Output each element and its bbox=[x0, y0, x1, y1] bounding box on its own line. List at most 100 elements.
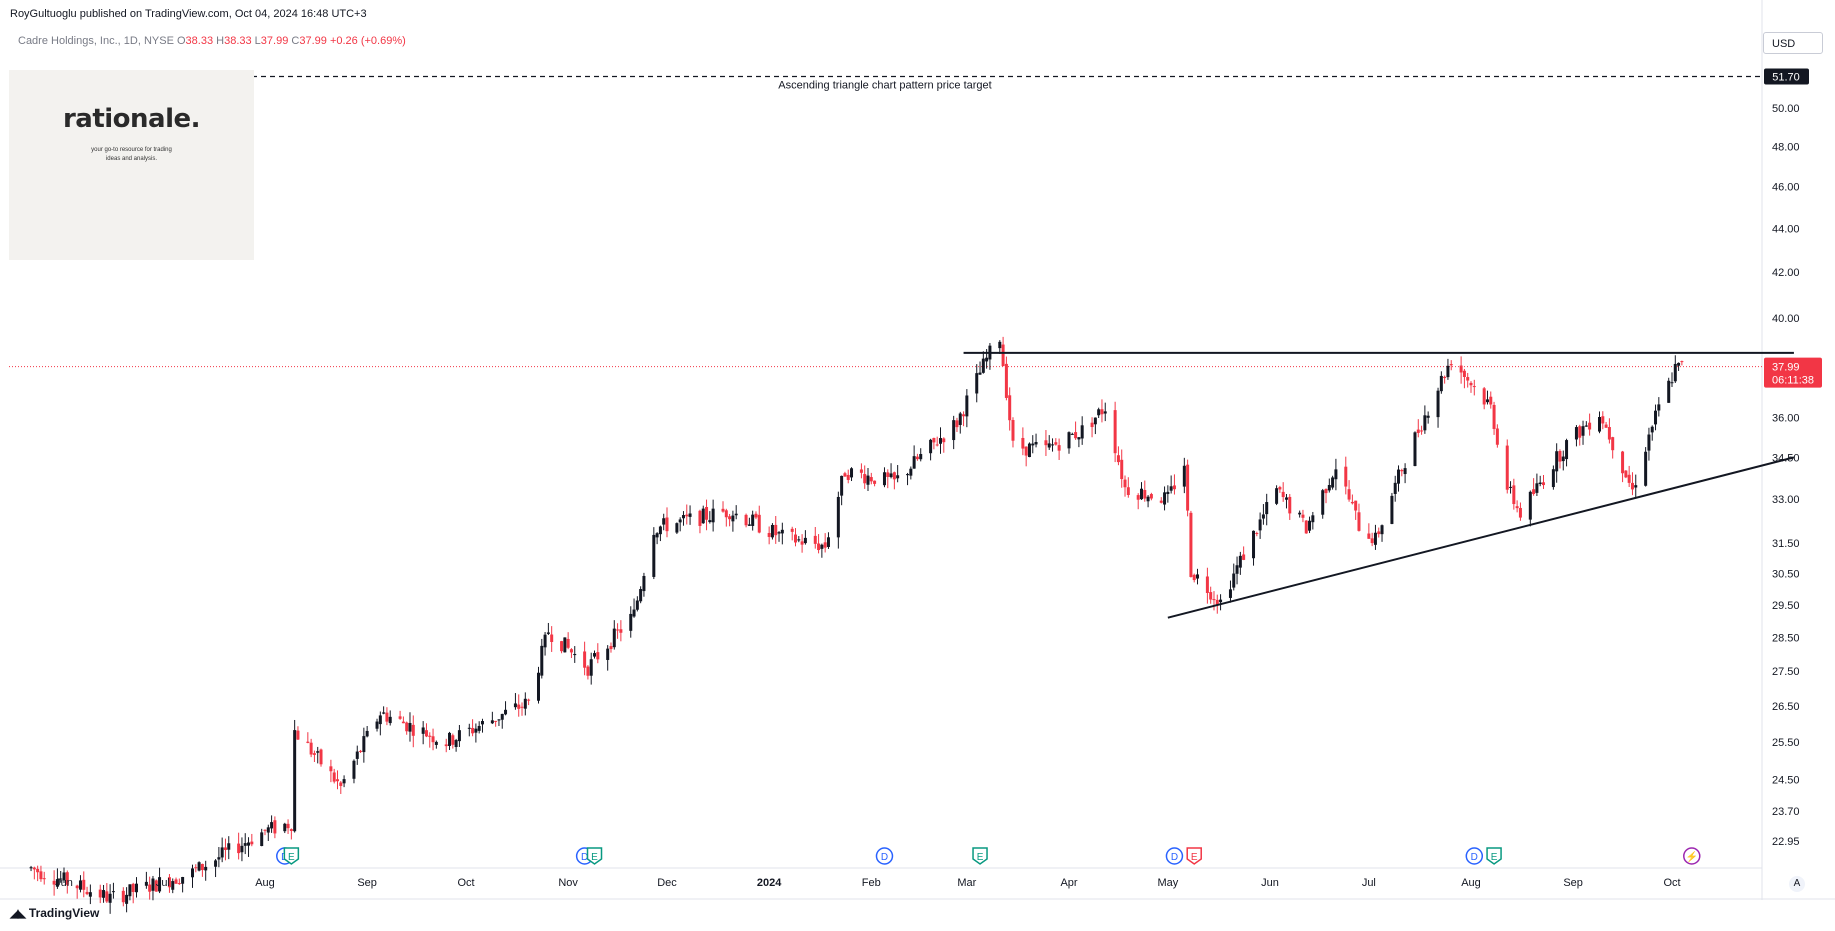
price-axis[interactable]: 50.00 48.00 46.00 44.00 42.00 40.00 36.00 34.50… bbox=[1764, 68, 1822, 849]
candle-body bbox=[803, 537, 807, 544]
price-tick-label: 23.70 bbox=[1772, 806, 1800, 818]
candle-body bbox=[863, 474, 867, 484]
candle-body bbox=[477, 725, 481, 731]
candle-body bbox=[1252, 530, 1256, 559]
candle-body bbox=[1149, 494, 1153, 499]
auto-scale-button[interactable]: A bbox=[1789, 876, 1805, 892]
candle-body bbox=[223, 847, 227, 850]
time-axis[interactable]: Jun Jul Aug Sep Oct Nov Dec 2024 Feb Mar Apr May Jun… bbox=[55, 877, 1680, 889]
time-tick-label: Jun bbox=[55, 877, 73, 889]
candle-body bbox=[480, 721, 484, 725]
annotation-label[interactable]: Ascending triangle chart pattern price t… bbox=[778, 80, 991, 92]
event-label: ⚡ bbox=[1686, 850, 1698, 863]
candle-body bbox=[1657, 404, 1661, 411]
footer-brand[interactable]: ◢◣ TradingView bbox=[10, 906, 99, 920]
candle-body bbox=[616, 629, 620, 631]
time-tick-label: Oct bbox=[457, 877, 474, 889]
candle-body bbox=[1400, 470, 1404, 472]
candle-body bbox=[1021, 437, 1025, 449]
target-line-group bbox=[9, 75, 1762, 368]
candle-body bbox=[1538, 482, 1542, 485]
trend-lines[interactable] bbox=[963, 351, 1795, 619]
candle-body bbox=[688, 513, 692, 517]
candle-body bbox=[296, 730, 300, 740]
candle-body bbox=[1027, 443, 1031, 458]
candle-body bbox=[1469, 382, 1473, 386]
candle-body bbox=[942, 438, 946, 443]
price-tick-label: 25.50 bbox=[1772, 737, 1800, 749]
candle-body bbox=[504, 709, 508, 715]
candle-body bbox=[1057, 445, 1061, 451]
time-tick-label: Sep bbox=[1563, 877, 1583, 889]
candle-body bbox=[543, 634, 547, 648]
candle-body bbox=[1350, 501, 1354, 504]
earnings-event-icon bbox=[586, 847, 603, 865]
candle-body bbox=[813, 535, 817, 544]
candle-body bbox=[550, 634, 554, 642]
earnings-event-icon bbox=[283, 847, 300, 865]
candle-body bbox=[283, 823, 287, 832]
event-markers[interactable]: DEDEDEDEDE⚡ bbox=[276, 847, 1701, 865]
candle-body bbox=[843, 473, 847, 477]
dividend-event-icon bbox=[1165, 847, 1184, 865]
candle-body bbox=[823, 542, 827, 548]
candle-body bbox=[494, 720, 498, 722]
dividend-event-icon bbox=[1465, 847, 1484, 865]
candle-body bbox=[1601, 416, 1605, 424]
candle-body bbox=[1518, 507, 1522, 518]
candle-body bbox=[566, 638, 570, 648]
candle-body bbox=[985, 357, 989, 362]
time-tick-label: 2024 bbox=[757, 877, 782, 889]
price-tick-label: 46.00 bbox=[1772, 182, 1800, 194]
candle-body bbox=[1228, 589, 1232, 598]
candle-body bbox=[955, 420, 959, 428]
candle-body bbox=[240, 845, 244, 853]
candle-body bbox=[398, 716, 402, 719]
candle-body bbox=[1196, 574, 1200, 579]
price-tick-label: 34.50 bbox=[1772, 452, 1800, 464]
candle-body bbox=[32, 867, 36, 870]
candle-body bbox=[1654, 410, 1658, 425]
candle-body bbox=[770, 524, 774, 538]
time-tick-label: Nov bbox=[558, 877, 578, 889]
candle-body bbox=[882, 472, 886, 486]
candle-body bbox=[428, 735, 432, 737]
candle-body bbox=[583, 651, 587, 668]
candle-body bbox=[1298, 512, 1302, 515]
candle-body bbox=[204, 866, 208, 871]
candle-body bbox=[1163, 492, 1167, 505]
candle-body bbox=[1561, 456, 1565, 462]
candle-body bbox=[1219, 599, 1223, 603]
candle-body bbox=[82, 879, 86, 890]
candle-body bbox=[705, 507, 709, 520]
candle-body bbox=[448, 732, 452, 746]
symbol-name[interactable]: Cadre Holdings, Inc., 1D, NYSE bbox=[18, 35, 174, 47]
currency-selector[interactable]: USD bbox=[1763, 32, 1823, 54]
candle-body bbox=[405, 722, 409, 732]
candle-body bbox=[1650, 426, 1654, 433]
candle-body bbox=[1212, 599, 1216, 601]
candle-body bbox=[724, 510, 728, 518]
candle-body bbox=[731, 515, 735, 522]
candle-body bbox=[1011, 420, 1015, 441]
candle-body bbox=[1416, 429, 1420, 433]
candle-body bbox=[98, 889, 102, 898]
candle-body bbox=[200, 863, 204, 871]
candle-body bbox=[191, 868, 195, 878]
candle-body bbox=[1182, 465, 1186, 487]
candle-body bbox=[497, 719, 501, 721]
candle-body bbox=[171, 881, 175, 890]
candle-body bbox=[444, 744, 448, 747]
candle-body bbox=[1644, 451, 1648, 486]
candle-body bbox=[454, 740, 458, 748]
candle-body bbox=[167, 877, 171, 888]
candle-body bbox=[243, 843, 247, 846]
candle-body bbox=[1373, 532, 1377, 545]
candle-body bbox=[177, 883, 181, 885]
candle-body bbox=[59, 878, 63, 880]
candle-body bbox=[309, 742, 313, 755]
candle-body bbox=[938, 438, 942, 444]
candle-body bbox=[586, 666, 590, 676]
candle-body bbox=[362, 736, 366, 753]
